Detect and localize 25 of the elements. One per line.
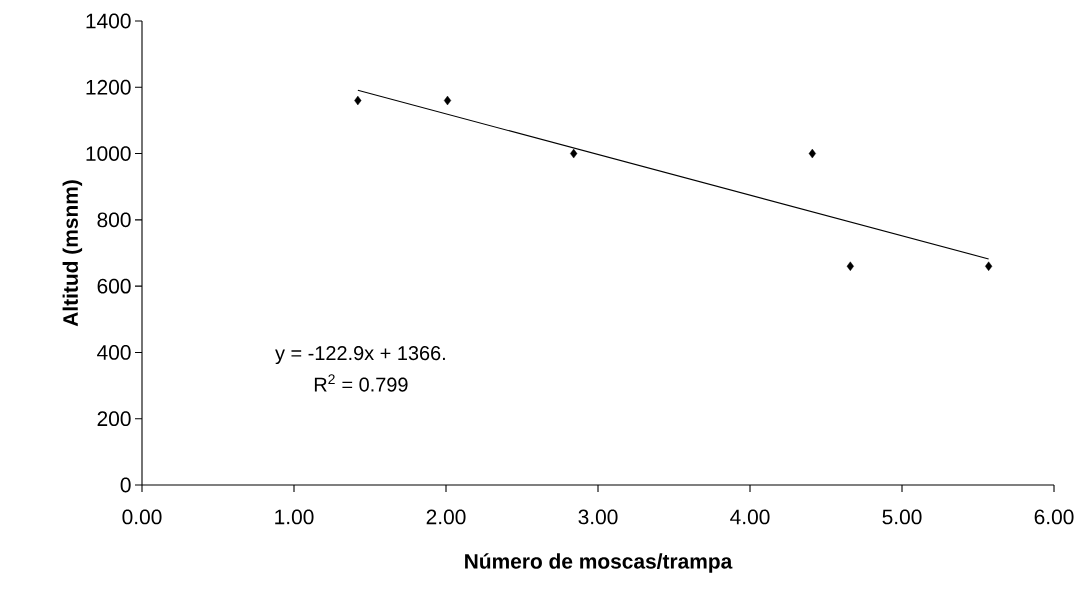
y-axis-title: Altitud (msnm) xyxy=(62,180,83,327)
point xyxy=(846,261,854,271)
y-tick-label: 400 xyxy=(97,345,131,360)
point xyxy=(808,148,816,159)
x-tick-label: 5.00 xyxy=(882,509,922,525)
y-tick-label: 1400 xyxy=(86,13,131,29)
y-tick-label: 1000 xyxy=(86,146,131,161)
y-tick-label: 800 xyxy=(97,212,131,228)
annotation: y = -122.9x + 1366. xyxy=(275,346,445,365)
y-tick-label: 600 xyxy=(97,278,131,294)
x-axis-title: Número de moscas/trampa xyxy=(465,553,733,573)
x-tick-label: 2.00 xyxy=(426,509,466,525)
y-tick-label: 0 xyxy=(120,477,131,493)
y-tick-label: 200 xyxy=(97,411,131,427)
point xyxy=(443,95,452,106)
point xyxy=(354,95,362,106)
x-tick-label: 1.00 xyxy=(275,509,314,525)
y-tick-label: 1200 xyxy=(86,79,131,95)
x-tick-label: 4.00 xyxy=(730,509,770,525)
x-tick-label: 0.00 xyxy=(122,509,162,525)
x-tick-label: 6.00 xyxy=(1034,509,1074,525)
point xyxy=(570,148,578,159)
x-tick-label: 3.00 xyxy=(578,509,618,525)
annotation: R$^{2}$ = 0.799 xyxy=(314,374,408,392)
point xyxy=(985,261,993,271)
